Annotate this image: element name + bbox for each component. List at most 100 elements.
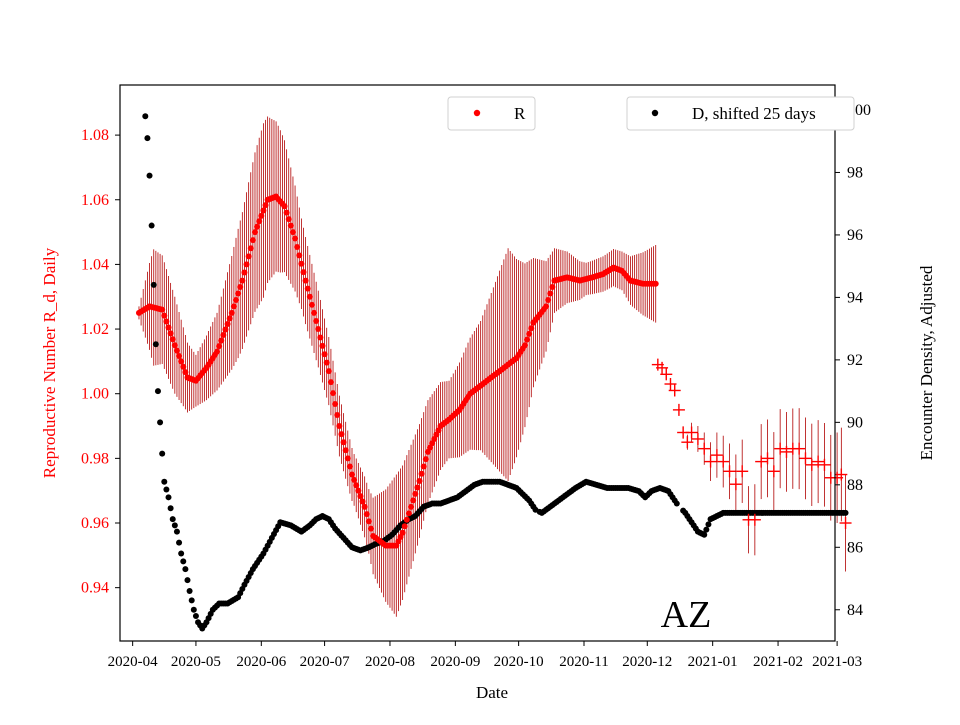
r-point: [367, 525, 374, 532]
x-tick-label: 2021-02: [753, 654, 803, 670]
series-r-points: [135, 193, 659, 549]
r-point: [363, 511, 370, 518]
y-left-tick-label: 1.04: [81, 256, 109, 273]
r-projected-point: [723, 465, 736, 478]
r-projected-point: [685, 426, 698, 439]
r-point: [342, 447, 349, 454]
r-point: [294, 243, 301, 250]
plot-frame: [119, 84, 836, 642]
x-tick-label: 2020-08: [365, 654, 415, 670]
r-point: [235, 290, 242, 297]
y-right-tick-label: 88: [847, 477, 863, 494]
y-right-tick-label: 94: [847, 289, 863, 306]
r-projected-point: [681, 436, 694, 449]
d-point: [184, 577, 191, 584]
legend-r-label: R: [514, 104, 526, 123]
legend-r-box: [447, 96, 536, 131]
r-point: [353, 482, 360, 489]
r-point: [412, 490, 419, 497]
r-projected-point: [691, 432, 704, 445]
x-axis-ticks: 2020-04 2020-05 2020-06 2020-07 2020-08 2020-…: [108, 641, 862, 670]
r-projected-point: [839, 517, 852, 530]
error-bars: [138, 116, 846, 617]
d-point: [842, 509, 849, 516]
r-point: [180, 363, 187, 370]
r-point: [216, 343, 223, 350]
r-projected-point: [761, 452, 774, 465]
r-point: [403, 516, 410, 523]
x-tick-label: 2020-06: [236, 654, 286, 670]
r-point: [340, 439, 347, 446]
r-point: [302, 277, 309, 284]
r-point: [416, 477, 423, 484]
y-right-tick-label: 84: [847, 602, 863, 619]
r-point: [524, 336, 531, 343]
y-left-axis-label: Reproductive Number R_d, Daily: [40, 247, 59, 478]
d-point: [159, 450, 166, 457]
y-left-tick-label: 0.96: [81, 515, 109, 532]
d-point: [163, 486, 170, 493]
r-point: [237, 284, 244, 291]
r-point: [344, 455, 351, 462]
r-point: [251, 229, 258, 236]
d-point: [705, 521, 712, 528]
r-point: [247, 245, 254, 252]
r-point: [224, 320, 231, 327]
r-point: [547, 290, 554, 297]
d-point: [142, 113, 149, 120]
r-point: [323, 359, 330, 366]
d-point: [701, 531, 708, 538]
r-point: [543, 303, 550, 310]
d-point: [182, 566, 189, 573]
d-point: [144, 135, 151, 142]
r-point: [408, 503, 415, 510]
x-tick-label: 2020-09: [430, 654, 480, 670]
r-point: [308, 301, 315, 308]
r-projected-point: [793, 442, 806, 455]
r-point: [176, 352, 183, 359]
r-point: [325, 368, 332, 375]
d-point: [161, 478, 168, 485]
x-tick-label: 2020-04: [108, 654, 158, 670]
r-point: [245, 253, 252, 260]
d-point: [171, 522, 178, 529]
d-point: [192, 613, 199, 620]
d-point: [150, 281, 157, 288]
r-projected-point: [717, 455, 730, 468]
r-point: [161, 312, 168, 319]
r-point: [365, 518, 372, 525]
r-point: [228, 309, 235, 316]
legend-r: R: [447, 96, 536, 131]
legend-r-marker: [473, 109, 481, 117]
r-projected-point: [672, 403, 685, 416]
r-point: [351, 476, 358, 483]
legend-d: D, shifted 25 days: [626, 96, 855, 131]
r-point: [182, 369, 189, 376]
r-point: [327, 379, 334, 386]
x-tick-label: 2020-07: [300, 654, 350, 670]
d-point: [703, 526, 710, 533]
r-projected-point: [660, 368, 673, 381]
r-point: [315, 326, 322, 333]
r-projected-point: [818, 458, 831, 471]
r-point: [173, 347, 180, 354]
r-point: [349, 471, 356, 478]
x-tick-label: 2020-10: [494, 654, 544, 670]
r-point: [313, 317, 320, 324]
y-left-tick-label: 0.98: [81, 450, 109, 467]
r-projected-point: [668, 384, 681, 397]
r-projected-point: [664, 378, 677, 391]
r-point: [361, 503, 368, 510]
x-tick-label: 2021-01: [688, 654, 738, 670]
r-point: [239, 277, 246, 284]
r-point: [292, 235, 299, 242]
y-left-tick-label: 1.06: [81, 192, 109, 209]
r-point: [357, 493, 364, 500]
r-projected-point: [736, 465, 749, 478]
r-point: [321, 351, 328, 358]
r-point: [249, 237, 256, 244]
r-projected-point: [805, 458, 818, 471]
x-tick-label: 2021-03: [812, 654, 862, 670]
r-point: [355, 487, 362, 494]
